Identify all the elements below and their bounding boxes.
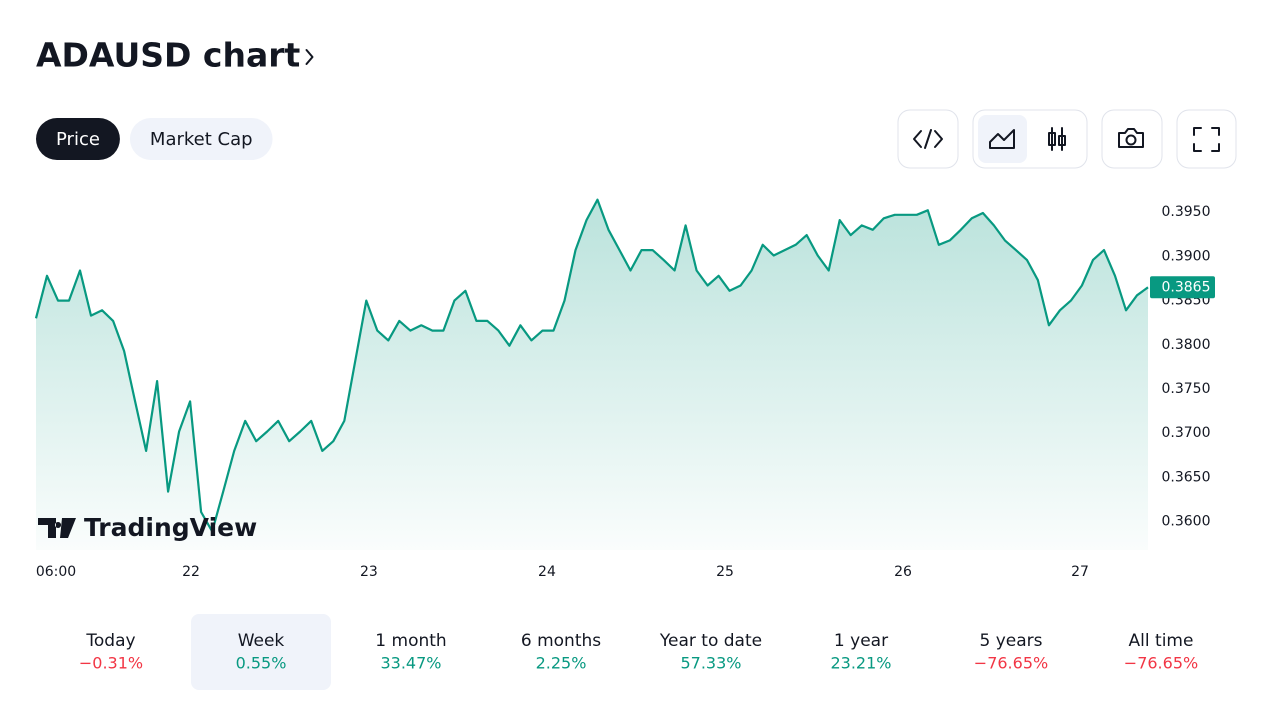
x-tick-label: 24 bbox=[538, 564, 556, 580]
toolbar bbox=[897, 109, 1237, 169]
area-icon bbox=[989, 129, 1015, 149]
title[interactable]: ADAUSD chart bbox=[36, 36, 300, 75]
period-change[interactable]: 2.25% bbox=[536, 654, 587, 673]
periods: Today −0.31% Week 0.55% 1 month 33.47% 6 month… bbox=[79, 614, 1198, 690]
period-label[interactable]: 1 month bbox=[375, 631, 446, 651]
candle-style-button[interactable] bbox=[1032, 115, 1081, 163]
y-tick-label: 0.3700 bbox=[1162, 425, 1211, 441]
period-label[interactable]: All time bbox=[1129, 631, 1194, 651]
x-tick-label: 25 bbox=[716, 564, 734, 580]
x-tick-label: 23 bbox=[360, 564, 378, 580]
x-tick-label: 22 bbox=[182, 564, 200, 580]
fullscreen-button[interactable] bbox=[1176, 109, 1237, 169]
period-change[interactable]: −76.65% bbox=[1124, 654, 1198, 673]
watermark-logo bbox=[38, 518, 76, 538]
plot: 0.36000.36500.37000.37500.38000.38500.39… bbox=[34, 198, 1215, 580]
tabs: Price Market Cap bbox=[36, 118, 273, 160]
camera-icon bbox=[1118, 128, 1144, 148]
price-line bbox=[34, 198, 1149, 533]
period-change[interactable]: 33.47% bbox=[380, 654, 441, 673]
title-chevron[interactable] bbox=[305, 49, 314, 65]
camera-lens bbox=[1125, 134, 1137, 146]
watermark: TradingView bbox=[38, 513, 257, 542]
y-tick-label: 0.3900 bbox=[1162, 248, 1211, 264]
period-change[interactable]: −76.65% bbox=[974, 654, 1048, 673]
tab[interactable] bbox=[129, 118, 273, 160]
period-change[interactable]: −0.31% bbox=[79, 654, 143, 673]
x-tick-label: 06:00 bbox=[36, 564, 76, 580]
last-price-label: 0.3865 bbox=[1162, 279, 1211, 295]
tab[interactable] bbox=[36, 118, 120, 160]
tab-label[interactable]: Market Cap bbox=[150, 129, 253, 150]
period-label[interactable]: Year to date bbox=[659, 631, 762, 651]
candle-icon bbox=[1048, 127, 1066, 151]
tab-label[interactable]: Price bbox=[56, 129, 100, 150]
y-tick-label: 0.3950 bbox=[1162, 204, 1211, 220]
fullscreen-icon bbox=[1193, 127, 1220, 152]
period-label[interactable]: Today bbox=[85, 631, 135, 651]
period-label[interactable]: 1 year bbox=[834, 631, 888, 651]
period-change[interactable]: 23.21% bbox=[830, 654, 891, 673]
period-change[interactable]: 57.33% bbox=[680, 654, 741, 673]
x-tick-label: 26 bbox=[894, 564, 912, 580]
x-tick-label: 27 bbox=[1071, 564, 1089, 580]
y-tick-label: 0.3800 bbox=[1162, 337, 1211, 353]
period-label[interactable]: 6 months bbox=[521, 631, 601, 651]
y-tick-label: 0.3600 bbox=[1162, 514, 1211, 530]
period-change[interactable]: 0.55% bbox=[236, 654, 287, 673]
area bbox=[36, 199, 1148, 550]
period-label[interactable]: 5 years bbox=[979, 631, 1042, 651]
period-label[interactable]: Week bbox=[238, 631, 285, 651]
y-tick-label: 0.3750 bbox=[1162, 381, 1211, 397]
y-tick-label: 0.3650 bbox=[1162, 469, 1211, 485]
last-price-badge bbox=[1150, 276, 1215, 299]
snapshot-button[interactable] bbox=[1101, 109, 1163, 169]
period-selected[interactable] bbox=[191, 614, 331, 690]
embed-icon bbox=[913, 129, 943, 149]
watermark-text: TradingView bbox=[84, 513, 257, 542]
